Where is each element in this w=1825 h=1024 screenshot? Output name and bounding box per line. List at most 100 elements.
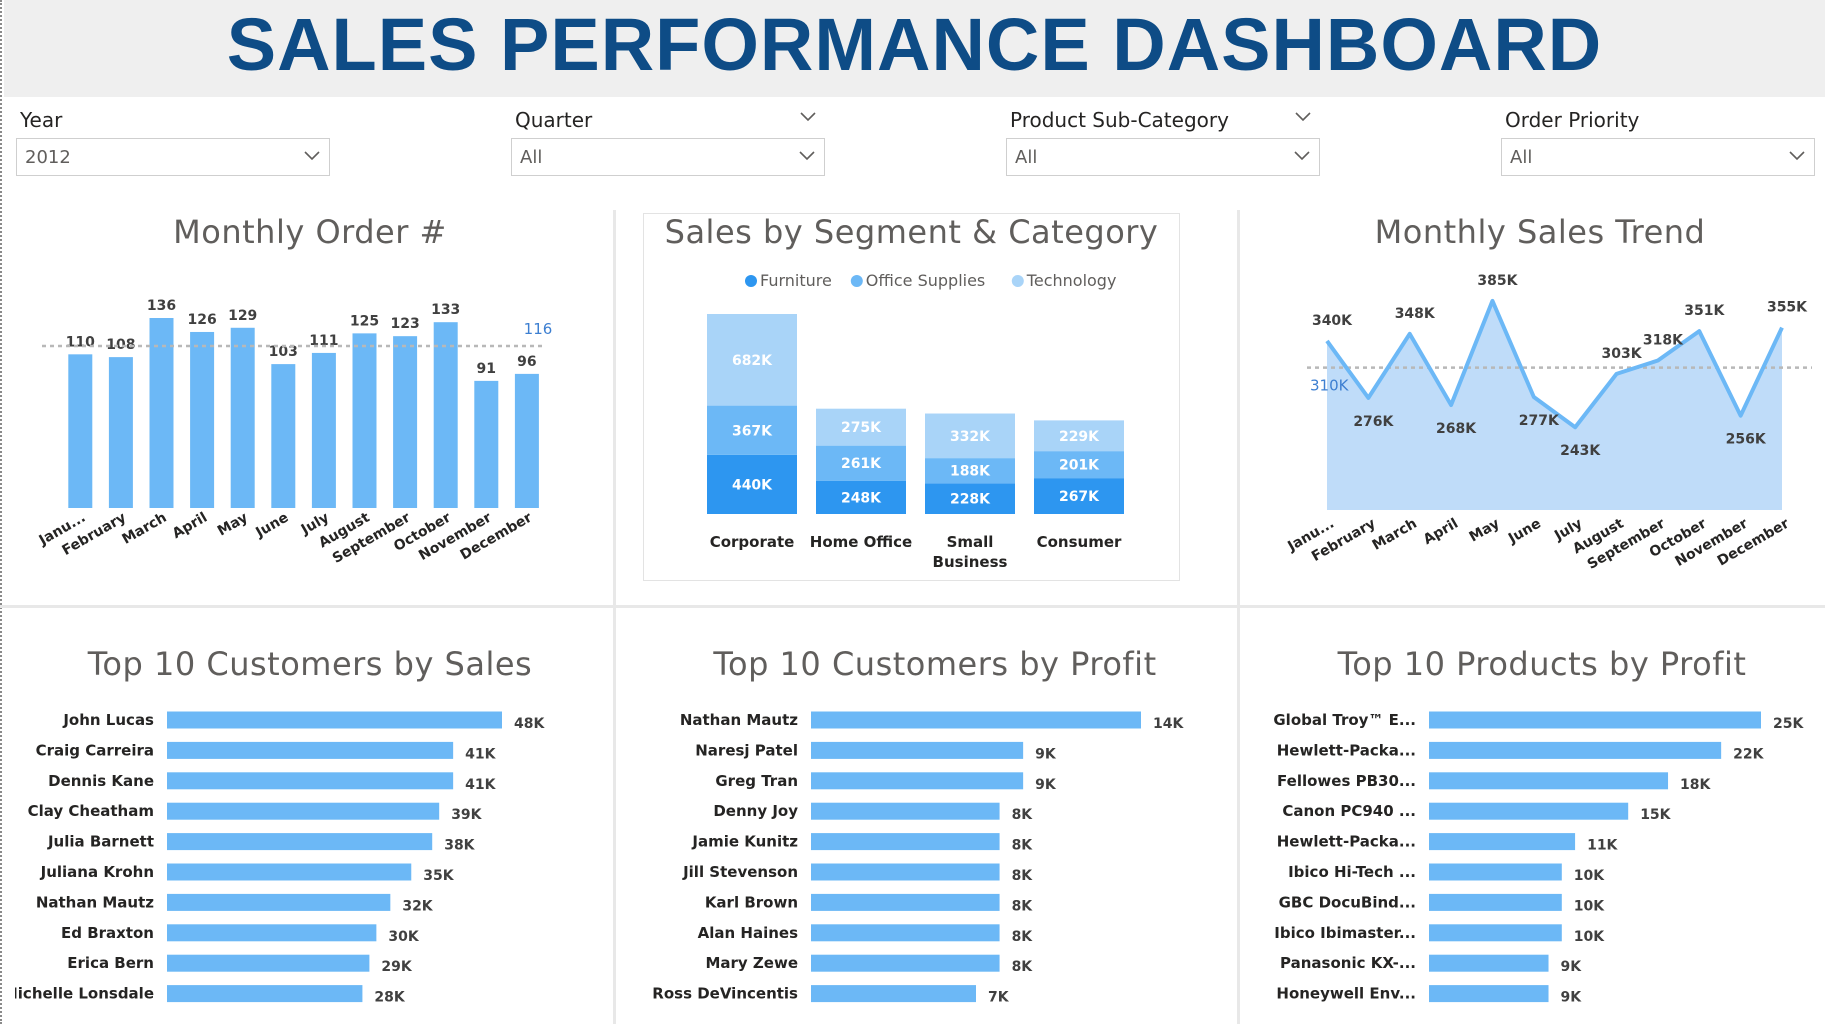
slicer-label: Product Sub-Category xyxy=(1010,108,1229,132)
chart-title-top-products-profit: Top 10 Products by Profit xyxy=(1337,645,1747,683)
chevron-down-icon[interactable] xyxy=(1294,108,1312,126)
slicer-value: All xyxy=(1015,147,1038,168)
x-tick-label: April xyxy=(170,510,210,543)
divider xyxy=(0,605,1825,608)
x-tick-label: June xyxy=(252,510,291,542)
legend-marker xyxy=(1011,275,1024,287)
y-tick-label: Ibico Hi-Tech ... xyxy=(1288,863,1416,881)
monthly-sales-trend-chart: 310K340KJanu...276KFebruary348KMarch268K… xyxy=(1284,273,1812,573)
data-label: 125 xyxy=(350,313,379,329)
slicer-value: 2012 xyxy=(25,147,71,168)
bar xyxy=(811,802,1000,820)
slicer-label: Order Priority xyxy=(1505,108,1640,132)
data-label: 348K xyxy=(1395,306,1436,322)
chart-title-monthly-sales-trend: Monthly Sales Trend xyxy=(1374,213,1706,251)
bar-may xyxy=(230,327,255,508)
y-tick-label: Mary Zewe xyxy=(705,954,798,972)
bar xyxy=(167,741,454,759)
y-tick-label: Ibico Ibimaster... xyxy=(1274,924,1416,942)
y-tick-label: Greg Tran xyxy=(715,772,798,790)
slicer-dropdown-quarter[interactable]: All xyxy=(511,138,825,176)
y-tick-label: Honeywell Env... xyxy=(1276,985,1416,1003)
bar xyxy=(1429,711,1761,729)
y-tick-label: Panasonic KX-... xyxy=(1280,954,1416,972)
data-label: 39K xyxy=(451,807,482,823)
data-label: 340K xyxy=(1312,313,1353,329)
chevron-down-icon[interactable] xyxy=(799,108,817,126)
bar xyxy=(167,772,454,790)
data-label: 91 xyxy=(477,361,496,377)
slicer-dropdown-order-priority[interactable]: All xyxy=(1501,138,1815,176)
stack-segment-furniture xyxy=(816,480,906,514)
header-band: SALES PERFORMANCE DASHBOARD xyxy=(4,0,1825,97)
chevron-down-icon xyxy=(304,151,320,161)
data-label: 8K xyxy=(1012,807,1034,823)
data-label: 9K xyxy=(1561,959,1583,975)
bar xyxy=(167,985,363,1003)
y-tick-label: Ed Braxton xyxy=(61,924,154,942)
divider xyxy=(613,608,616,1024)
y-tick-label: Juliana Krohn xyxy=(40,863,154,881)
bar xyxy=(1429,954,1549,972)
bar xyxy=(1429,985,1549,1003)
slicer-value: All xyxy=(1510,147,1533,168)
chart-title-sales-by-segment: Sales by Segment & Category xyxy=(664,213,1159,251)
data-label: 28K xyxy=(374,990,405,1006)
data-label: 267K xyxy=(1059,489,1100,505)
data-label: 9K xyxy=(1561,990,1583,1006)
stack-segment-furniture xyxy=(707,454,797,514)
data-label: 367K xyxy=(732,423,773,439)
data-label: 8K xyxy=(1012,929,1034,945)
x-tick-label: Small xyxy=(947,533,994,551)
data-label: 188K xyxy=(950,464,991,480)
bar xyxy=(167,924,377,942)
bar-september xyxy=(393,336,418,508)
data-label: 126 xyxy=(187,312,216,328)
bar xyxy=(811,863,1000,881)
y-tick-label: Global Troy™ E... xyxy=(1273,711,1416,729)
bar xyxy=(1429,741,1722,759)
y-tick-label: Ross DeVincentis xyxy=(652,985,798,1003)
data-label: 8K xyxy=(1012,959,1034,975)
data-label: 38K xyxy=(444,838,475,854)
data-label: 228K xyxy=(950,492,991,508)
slicer-dropdown-year[interactable]: 2012 xyxy=(16,138,330,176)
y-tick-label: Hewlett-Packa... xyxy=(1277,833,1416,851)
page-title: SALES PERFORMANCE DASHBOARD xyxy=(226,3,1603,86)
average-label: 116 xyxy=(524,320,553,338)
bar-april xyxy=(190,331,215,508)
legend-label: Furniture xyxy=(760,271,832,290)
bar xyxy=(811,772,1024,790)
bar xyxy=(811,741,1024,759)
data-label: 277K xyxy=(1519,413,1560,429)
x-tick-label: May xyxy=(1467,516,1503,546)
data-label: 41K xyxy=(465,746,496,762)
data-label: 96 xyxy=(517,354,536,370)
x-tick-label: May xyxy=(215,510,251,540)
stack-segment-furniture xyxy=(1034,478,1124,514)
stack-segment-technology xyxy=(816,408,906,446)
bar xyxy=(811,924,1000,942)
data-label: 18K xyxy=(1680,777,1711,793)
x-tick-label: April xyxy=(1421,516,1461,549)
data-label: 35K xyxy=(423,868,454,884)
data-label: 332K xyxy=(950,429,991,445)
divider xyxy=(1237,608,1240,1024)
data-label: 682K xyxy=(732,353,773,369)
data-label: 103 xyxy=(269,344,298,360)
data-label: 261K xyxy=(841,456,882,472)
x-tick-label: March xyxy=(1370,516,1420,554)
data-label: 10K xyxy=(1574,929,1605,945)
y-tick-label: Canon PC940 ... xyxy=(1282,802,1416,820)
legend-marker xyxy=(745,275,757,287)
chevron-down-icon xyxy=(1789,151,1805,161)
x-tick-label: Consumer xyxy=(1037,533,1122,551)
data-label: 22K xyxy=(1733,746,1764,762)
bar xyxy=(811,893,1000,911)
bar-june xyxy=(271,364,296,508)
y-tick-label: Craig Carreira xyxy=(36,741,154,759)
chevron-down-icon xyxy=(1294,151,1310,161)
data-label: 318K xyxy=(1643,333,1684,349)
average-label: 310K xyxy=(1310,377,1350,395)
slicer-dropdown-product-sub-category[interactable]: All xyxy=(1006,138,1320,176)
